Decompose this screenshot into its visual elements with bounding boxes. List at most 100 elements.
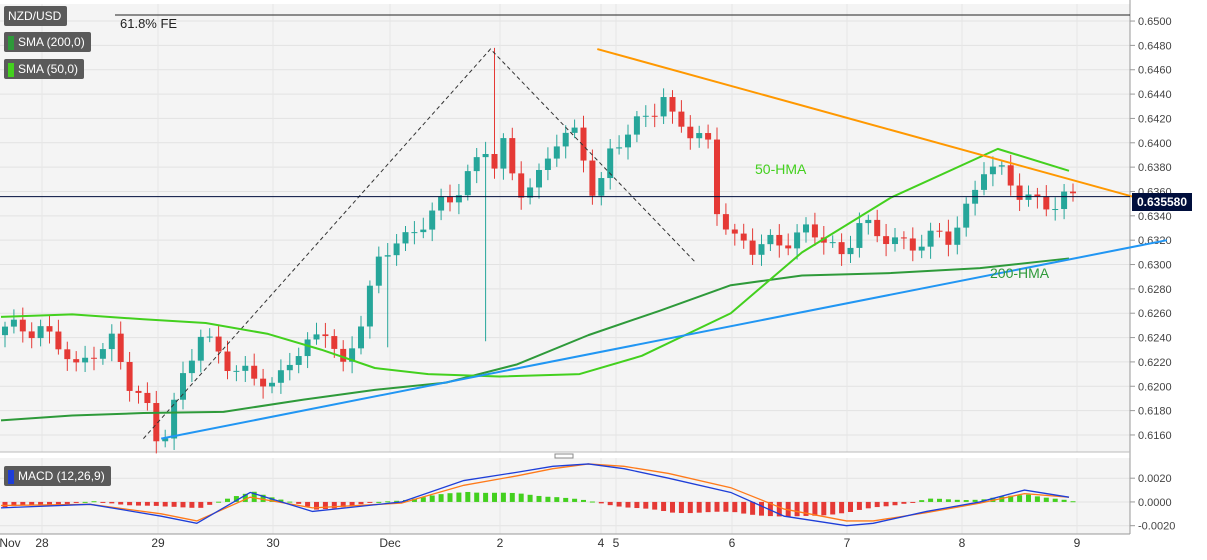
candle-body (340, 348, 347, 362)
candle-body (874, 219, 881, 237)
candle-body (73, 359, 80, 363)
time-axis-tick-label: 6 (729, 536, 736, 550)
sma50-swatch (8, 62, 14, 77)
macd-histogram-bar (322, 501, 328, 510)
candle-body (37, 326, 44, 339)
candle-body (375, 256, 382, 286)
candle-body (28, 331, 35, 339)
candle-body (99, 349, 106, 359)
macd-histogram-bar (723, 501, 729, 512)
sma50-badge[interactable]: SMA (50,0) (4, 59, 85, 79)
macd-histogram-bar (331, 501, 337, 509)
macd-histogram-bar (652, 501, 658, 510)
macd-histogram-bar (73, 501, 79, 503)
macd-histogram-bar (438, 494, 444, 502)
macd-axis-tick-label: -0.0020 (1138, 521, 1175, 533)
candle-body (233, 370, 240, 372)
macd-histogram-bar (937, 498, 942, 502)
candles-group (2, 47, 1076, 454)
macd-histogram-bar (598, 501, 604, 504)
candle-body (322, 334, 329, 337)
macd-histogram-bar (892, 501, 898, 506)
price-axis-tick-label: 0.6500 (1138, 16, 1172, 28)
macd-histogram-bar (162, 501, 168, 507)
candle-body (696, 133, 703, 139)
macd-histogram-bar (2, 501, 8, 508)
candle-body (989, 166, 996, 175)
macd-histogram-bar (1034, 496, 1040, 502)
candle-body (144, 392, 151, 404)
time-axis-tick-label: 2 (497, 536, 504, 550)
candle-body (865, 219, 872, 224)
candle-body (455, 195, 462, 203)
macd-histogram-bar (109, 501, 115, 504)
candle-body (553, 146, 560, 159)
candle-body (963, 203, 970, 228)
macd-histogram-bar (759, 501, 764, 516)
macd-histogram-bar (376, 501, 382, 503)
lower-trendline (161, 239, 1168, 440)
macd-histogram-bar (714, 501, 720, 512)
macd-badge[interactable]: MACD (12,26,9) (4, 466, 111, 486)
macd-histogram-bar (171, 501, 177, 507)
candle-body (580, 127, 587, 161)
candle-body (589, 160, 596, 196)
candle-body (838, 242, 845, 255)
candle-body (981, 174, 987, 190)
candle-body (927, 230, 934, 247)
candle-body (651, 115, 658, 117)
candle-body (180, 373, 186, 400)
time-axis-tick-label: 30 (266, 536, 280, 550)
sma200-swatch (8, 35, 14, 50)
macd-histogram-bar (509, 492, 515, 502)
macd-histogram-bar (29, 501, 35, 506)
macd-histogram-bar (55, 501, 61, 505)
macd-histogram-bar (589, 501, 595, 503)
macd-histogram-bar (1017, 495, 1023, 502)
candle-body (295, 356, 302, 365)
candle-body (678, 111, 685, 127)
candle-body (527, 187, 534, 198)
macd-histogram-bar (242, 493, 248, 502)
macd-histogram-bar (999, 496, 1005, 502)
candle-body (758, 244, 765, 255)
macd-histogram-bar (812, 501, 818, 516)
candle-body (856, 223, 863, 248)
macd-histogram-bar (821, 501, 827, 516)
symbol-badge[interactable]: NZD/USD (4, 6, 68, 26)
price-axis-tick-label: 0.6180 (1138, 406, 1172, 418)
candle-body (384, 255, 391, 257)
candle-body (598, 178, 605, 196)
macd-histogram-bar (100, 501, 106, 503)
time-axis-tick-label: 28 (35, 536, 49, 550)
candle-body (847, 247, 854, 255)
time-axis-tick-label: 5 (613, 536, 620, 550)
macd-histogram-bar (385, 501, 391, 503)
macd-histogram-bar (420, 497, 426, 502)
macd-histogram-bar (483, 492, 489, 502)
price-axis-tick-label: 0.6340 (1138, 211, 1172, 223)
candle-body (82, 357, 89, 363)
macd-histogram-bar (865, 501, 871, 509)
candle-body (269, 382, 275, 387)
sma200-badge[interactable]: SMA (200,0) (4, 32, 91, 52)
hma200-annotation: 200-HMA (990, 265, 1050, 281)
macd-histogram-bar (233, 496, 239, 502)
candle-body (224, 351, 231, 372)
time-axis-tick-label: 8 (959, 536, 966, 550)
candle-body (669, 97, 676, 112)
candle-body (438, 196, 445, 211)
macd-histogram-bar (340, 501, 346, 508)
candle-body (625, 134, 631, 148)
candle-body (304, 339, 311, 357)
macd-histogram-bar (465, 491, 471, 502)
macd-line (0, 463, 1070, 527)
candle-body (607, 148, 614, 179)
macd-axis-tick-label: 0.0020 (1138, 473, 1172, 485)
macd-histogram-bar (500, 492, 506, 502)
macd-histogram-bar (1052, 498, 1058, 502)
candle-body (420, 229, 427, 233)
macd-histogram-bar (358, 501, 364, 505)
macd-histogram-bar (928, 498, 934, 502)
